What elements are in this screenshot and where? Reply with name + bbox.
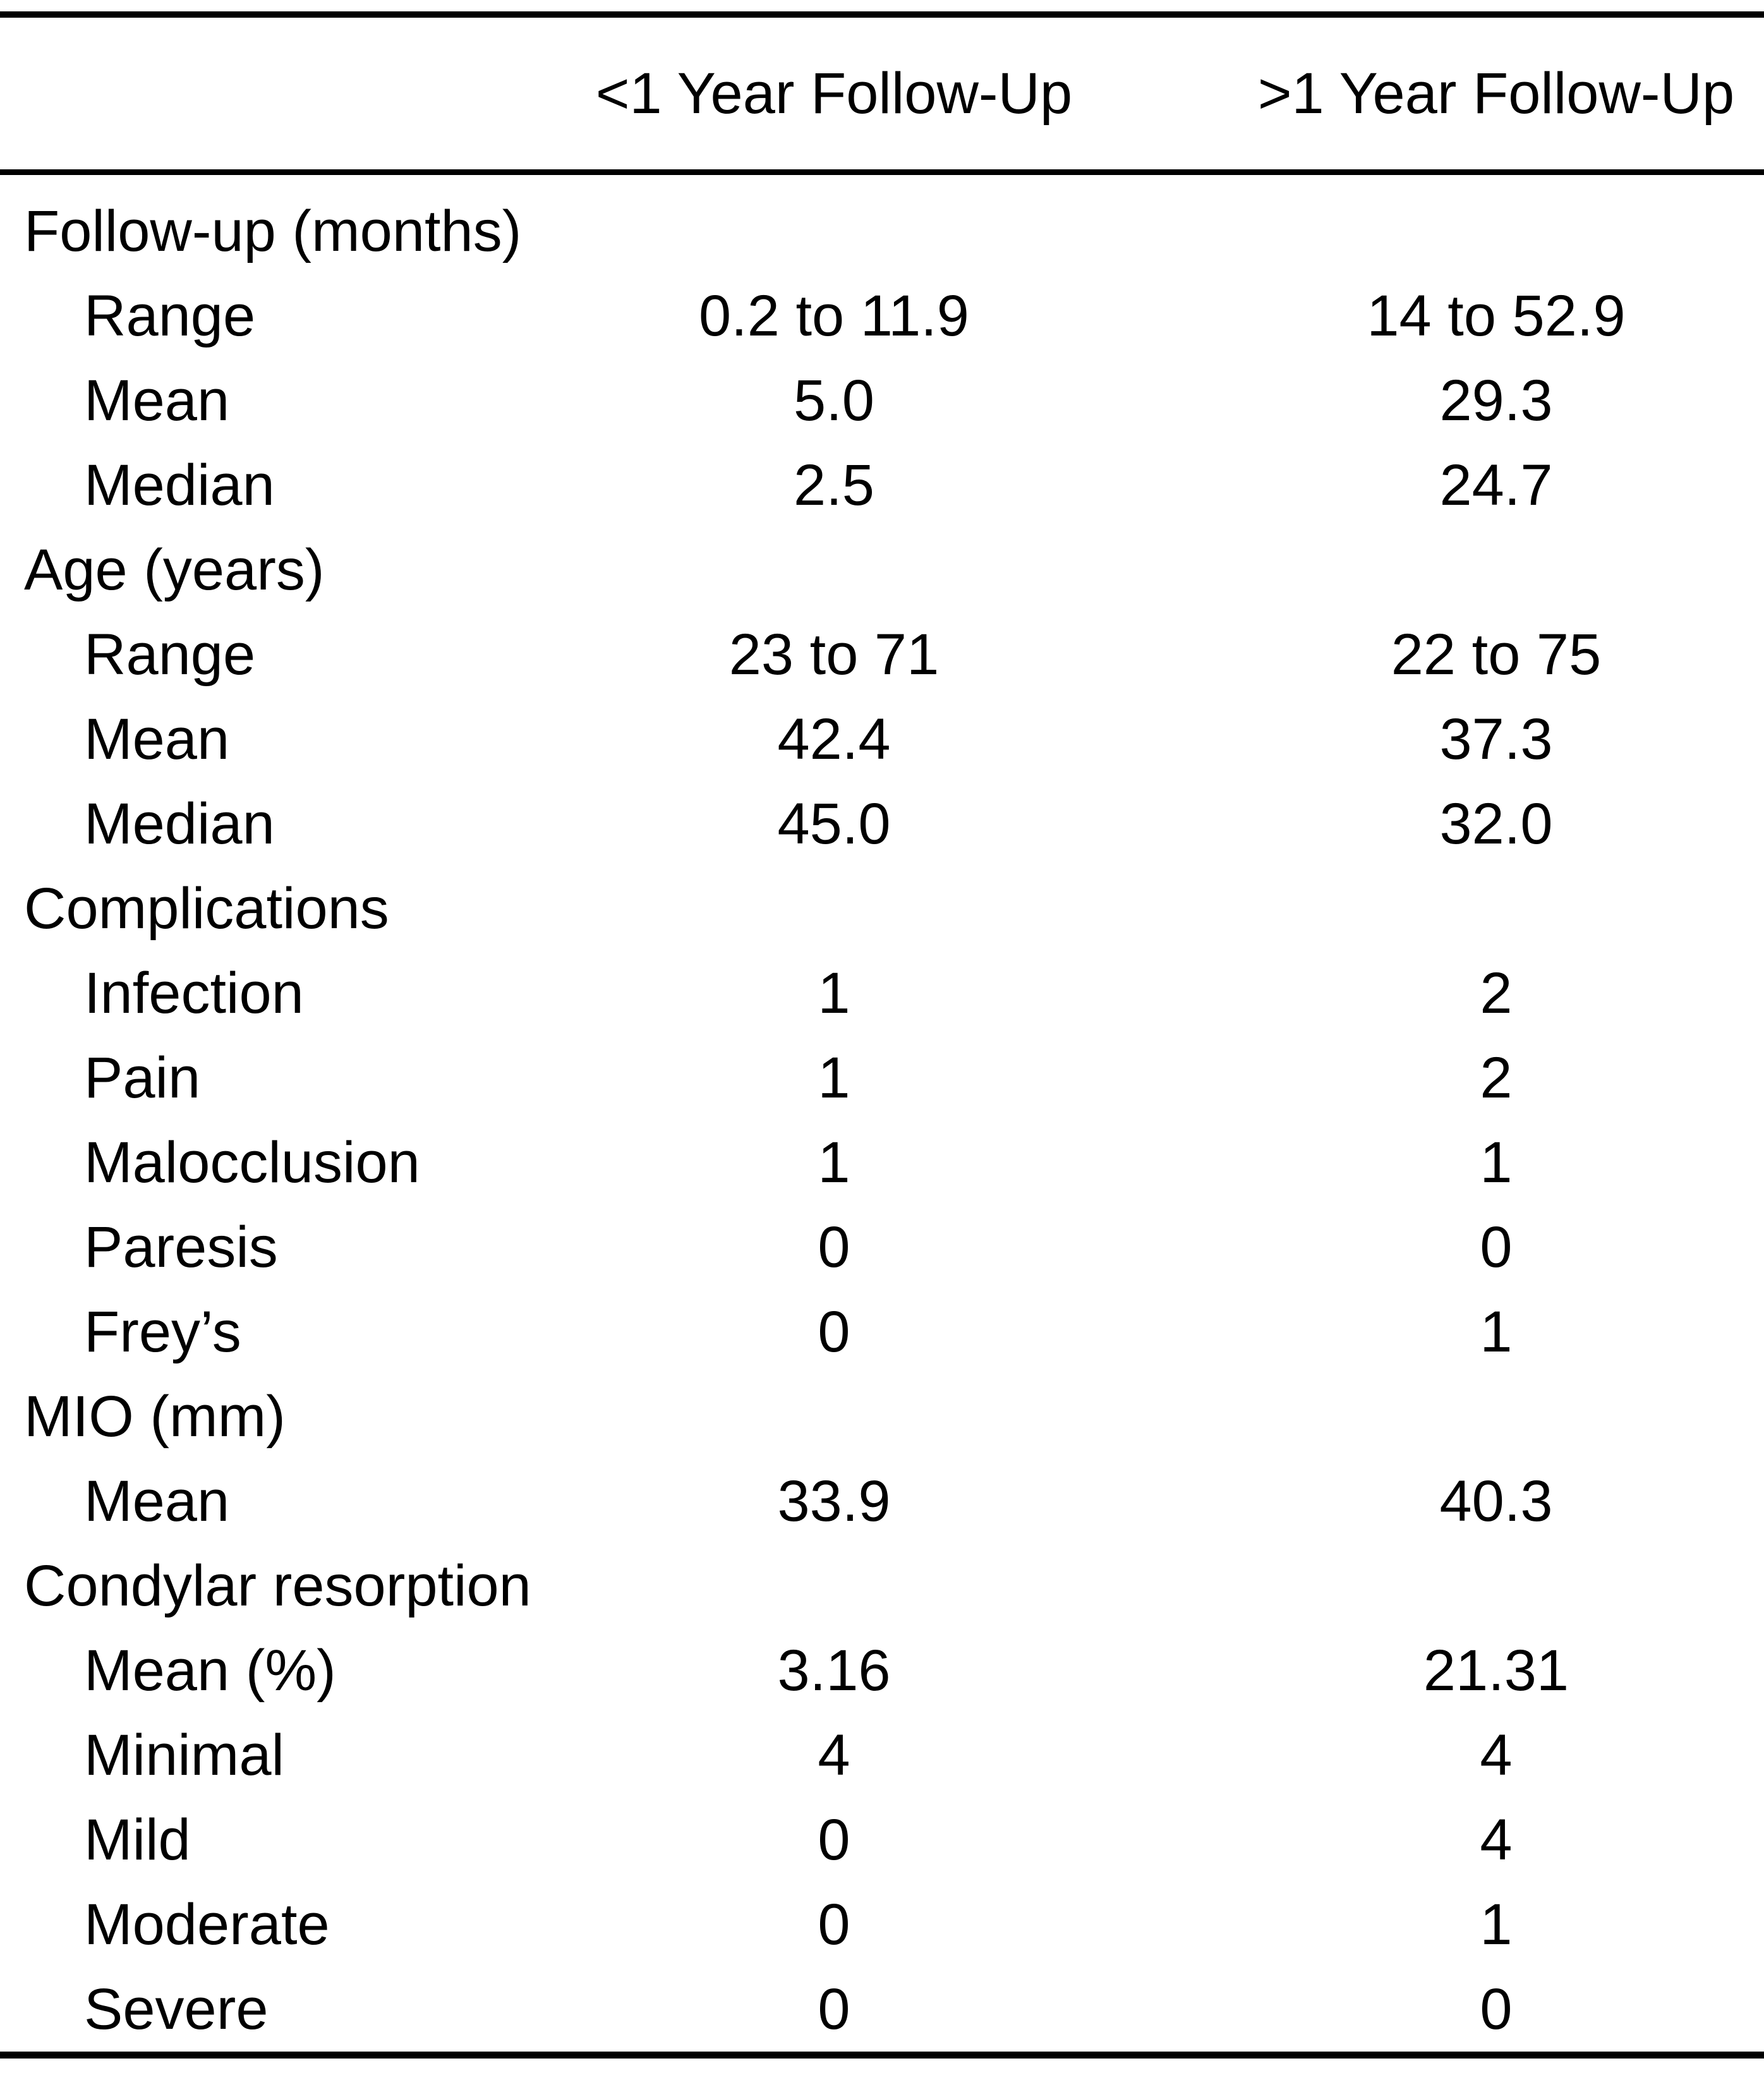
row-label: Pain — [84, 1046, 201, 1110]
value-lt1-year: 3.16 — [777, 1638, 891, 1703]
value-lt1-year: 4 — [818, 1723, 850, 1787]
value-lt1-year: 33.9 — [777, 1469, 891, 1533]
row-label: Moderate — [84, 1892, 330, 1957]
row-label: Mean — [84, 368, 230, 433]
value-gt1-year: 21.31 — [1423, 1638, 1569, 1703]
row-label: Minimal — [84, 1723, 284, 1787]
value-lt1-year: 23 to 71 — [728, 622, 939, 687]
value-gt1-year: 1 — [1480, 1300, 1513, 1364]
row-label: Paresis — [84, 1215, 278, 1279]
section-label: Condylar resorption — [24, 1554, 531, 1618]
value-lt1-year: 0.2 to 11.9 — [699, 284, 969, 348]
section-label: Complications — [24, 876, 389, 941]
table-row-moderate: Moderate 0 1 — [0, 1882, 1764, 1967]
table-row-infection: Infection 1 2 — [0, 951, 1764, 1036]
value-gt1-year: 22 to 75 — [1391, 622, 1602, 687]
section-row-age-years: Age (years) — [0, 528, 1764, 612]
table-row-severe: Severe 0 0 — [0, 1967, 1764, 2052]
value-gt1-year: 4 — [1480, 1808, 1513, 1872]
empty-cell — [1228, 1544, 1764, 1628]
value-gt1-year: 40.3 — [1439, 1469, 1553, 1533]
table-row-age-range: Range 23 to 71 22 to 75 — [0, 612, 1764, 697]
value-lt1-year: 2.5 — [794, 453, 874, 517]
bottom-rule — [0, 2052, 1764, 2059]
value-lt1-year: 0 — [818, 1215, 850, 1279]
row-label: Mean — [84, 707, 230, 771]
section-label: Age (years) — [24, 538, 325, 602]
value-lt1-year: 42.4 — [777, 707, 891, 771]
table-row-age-median: Median 45.0 32.0 — [0, 782, 1764, 866]
row-label: Malocclusion — [84, 1130, 420, 1195]
empty-cell — [440, 189, 1228, 274]
value-gt1-year: 24.7 — [1439, 453, 1553, 517]
row-label: Mild — [84, 1808, 191, 1872]
table-row-pain: Pain 1 2 — [0, 1036, 1764, 1120]
table-body: Follow-up (months) Range 0.2 to 11.9 14 … — [0, 175, 1764, 2052]
section-label: MIO (mm) — [24, 1384, 286, 1449]
value-gt1-year: 0 — [1480, 1215, 1513, 1279]
column-header-gt1-year: >1 Year Follow-Up — [1257, 61, 1735, 126]
empty-cell — [440, 528, 1228, 612]
value-gt1-year: 29.3 — [1439, 368, 1553, 433]
header-underline-rule — [0, 169, 1764, 175]
section-row-follow-up-months: Follow-up (months) — [0, 189, 1764, 274]
value-gt1-year: 2 — [1480, 961, 1513, 1025]
table-row-followup-mean: Mean 5.0 29.3 — [0, 358, 1764, 443]
value-gt1-year: 14 to 52.9 — [1367, 284, 1626, 348]
row-label: Median — [84, 453, 275, 517]
table-row-paresis: Paresis 0 0 — [0, 1205, 1764, 1290]
table-row-malocclusion: Malocclusion 1 1 — [0, 1120, 1764, 1205]
value-lt1-year: 45.0 — [777, 792, 891, 856]
value-lt1-year: 0 — [818, 1808, 850, 1872]
table-row-mild: Mild 0 4 — [0, 1798, 1764, 1882]
row-label: Mean (%) — [84, 1638, 336, 1703]
row-label: Frey’s — [84, 1300, 241, 1364]
value-lt1-year: 1 — [818, 961, 850, 1025]
row-label: Range — [84, 622, 256, 687]
table-row-age-mean: Mean 42.4 37.3 — [0, 697, 1764, 782]
empty-cell — [1228, 189, 1764, 274]
table-row-freys: Frey’s 0 1 — [0, 1290, 1764, 1374]
empty-cell — [440, 1544, 1228, 1628]
section-row-mio-mm: MIO (mm) — [0, 1374, 1764, 1459]
row-label: Severe — [84, 1977, 269, 2041]
value-lt1-year: 0 — [818, 1892, 850, 1957]
table-row-minimal: Minimal 4 4 — [0, 1713, 1764, 1798]
top-rule — [0, 11, 1764, 18]
empty-cell — [1228, 866, 1764, 951]
row-label: Median — [84, 792, 275, 856]
value-lt1-year: 1 — [818, 1046, 850, 1110]
value-lt1-year: 0 — [818, 1977, 850, 2041]
value-lt1-year: 0 — [818, 1300, 850, 1364]
table-row-followup-range: Range 0.2 to 11.9 14 to 52.9 — [0, 274, 1764, 358]
value-lt1-year: 5.0 — [794, 368, 874, 433]
section-label: Follow-up (months) — [24, 199, 522, 263]
section-row-condylar-resorption: Condylar resorption — [0, 1544, 1764, 1628]
row-label: Infection — [84, 961, 304, 1025]
table-header-row: <1 Year Follow-Up >1 Year Follow-Up — [0, 18, 1764, 169]
value-gt1-year: 0 — [1480, 1977, 1513, 2041]
value-gt1-year: 37.3 — [1439, 707, 1553, 771]
empty-cell — [1228, 528, 1764, 612]
value-gt1-year: 32.0 — [1439, 792, 1553, 856]
empty-cell — [440, 866, 1228, 951]
value-gt1-year: 4 — [1480, 1723, 1513, 1787]
section-row-complications: Complications — [0, 866, 1764, 951]
row-label: Range — [84, 284, 256, 348]
row-label: Mean — [84, 1469, 230, 1533]
value-gt1-year: 2 — [1480, 1046, 1513, 1110]
column-header-lt1-year: <1 Year Follow-Up — [595, 61, 1073, 126]
value-gt1-year: 1 — [1480, 1892, 1513, 1957]
empty-cell — [1228, 1374, 1764, 1459]
value-gt1-year: 1 — [1480, 1130, 1513, 1195]
table-row-followup-median: Median 2.5 24.7 — [0, 443, 1764, 528]
paper-table: <1 Year Follow-Up >1 Year Follow-Up Foll… — [0, 11, 1764, 2059]
table-row-mio-mean: Mean 33.9 40.3 — [0, 1459, 1764, 1544]
value-lt1-year: 1 — [818, 1130, 850, 1195]
table-row-resorption-mean-pct: Mean (%) 3.16 21.31 — [0, 1628, 1764, 1713]
empty-cell — [440, 1374, 1228, 1459]
